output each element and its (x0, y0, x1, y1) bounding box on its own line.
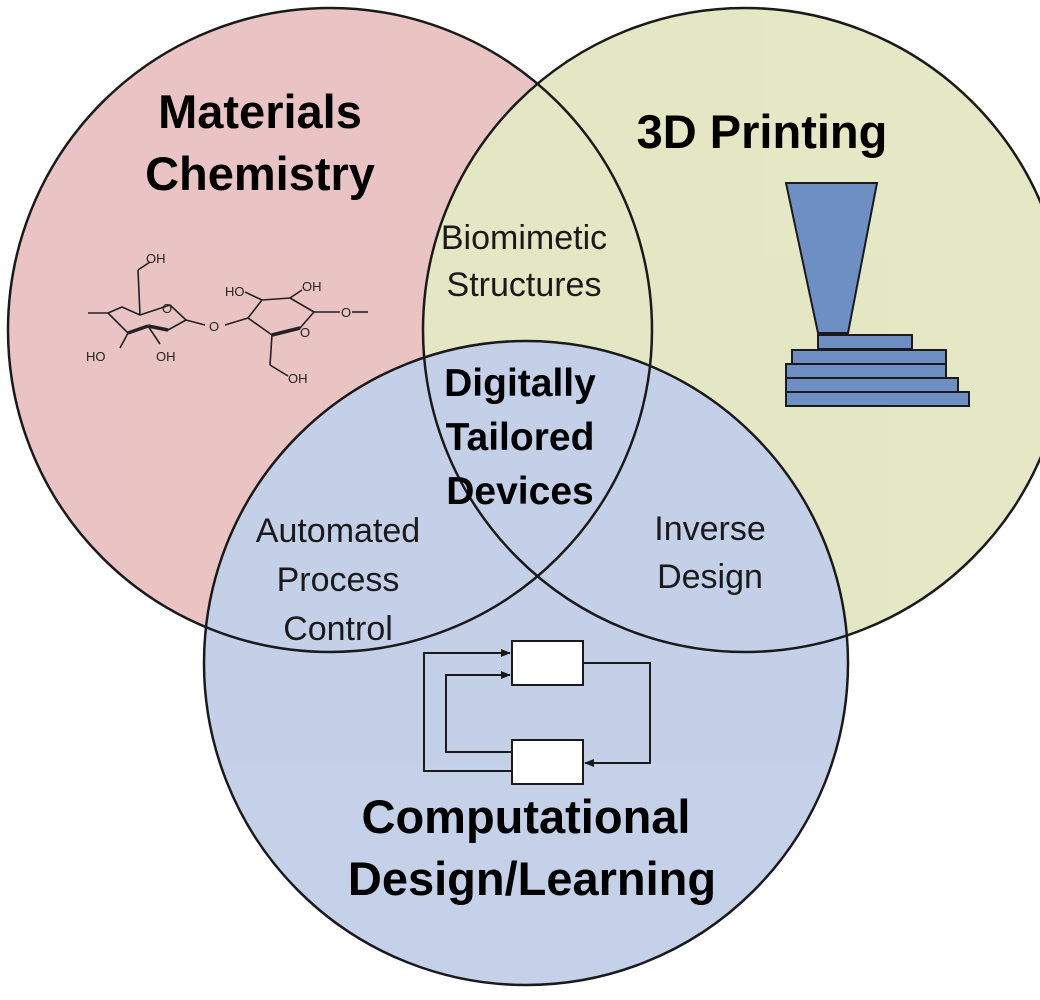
biomimetic-structures-line1: Biomimetic (441, 219, 607, 257)
molecule-label: O (341, 305, 351, 320)
molecule-label: OH (146, 251, 166, 266)
circle-outlines (6, 6, 1040, 987)
center-label-line3: Devices (446, 470, 593, 513)
computational-circle (202, 339, 850, 987)
molecule-label: HO (225, 284, 245, 299)
3d-printer-nozzle-icon (784, 182, 970, 407)
computational-title-line2: Design/Learning (348, 852, 716, 905)
loop-block-top (511, 640, 584, 686)
feedback-loop-icon (423, 640, 651, 785)
biomimetic-structures-line2: Structures (447, 266, 602, 304)
molecule-label: HO (86, 349, 106, 364)
center-label-line1: Digitally (444, 362, 596, 405)
circle-fills (8, 8, 1040, 985)
molecule-label: O (300, 325, 310, 340)
cellulose-molecule-labels: OH OH HO HO OH HO O O O O OH (86, 251, 351, 386)
automated-process-control-line2: Process (277, 561, 400, 599)
automated-process-control-line3: Control (283, 610, 393, 648)
3d-printing-title: 3D Printing (637, 105, 888, 158)
inverse-design-line1: Inverse (654, 510, 766, 548)
inverse-design-line2: Design (657, 558, 763, 596)
computational-title-line1: Computational (362, 790, 691, 843)
materials-chemistry-circle (6, 6, 654, 654)
loop-block-bottom (511, 739, 584, 785)
materials-chemistry-title-line1: Materials (158, 85, 362, 138)
molecule-label: OH (302, 279, 322, 294)
molecule-label: O (162, 301, 172, 316)
automated-process-control-line1: Automated (256, 512, 420, 550)
center-label-line2: Tailored (446, 416, 595, 459)
molecule-label: OH (288, 371, 308, 386)
materials-chemistry-title-line2: Chemistry (145, 147, 375, 200)
cellulose-molecule-icon (88, 261, 368, 377)
molecule-label: OH (156, 349, 176, 364)
printing-circle (421, 6, 1040, 654)
molecule-label: O (209, 319, 219, 334)
